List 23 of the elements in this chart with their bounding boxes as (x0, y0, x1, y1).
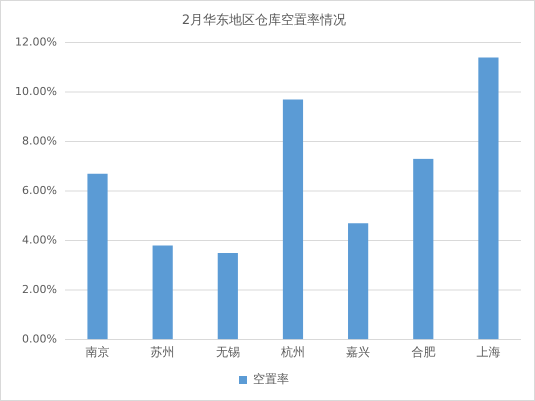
x-tick-label: 南京 (86, 344, 110, 359)
bar (348, 223, 368, 340)
bar (87, 174, 108, 340)
y-tick-label: 10.00% (14, 84, 57, 98)
bar (478, 57, 499, 340)
y-tick-label: 4.00% (22, 233, 57, 246)
x-tick-label: 合肥 (411, 344, 436, 359)
legend-label: 空置率 (253, 372, 289, 386)
x-tick-label: 杭州 (280, 344, 305, 359)
x-tick-label: 苏州 (150, 344, 175, 359)
y-tick-label: 8.00% (22, 134, 57, 148)
bar (152, 246, 173, 340)
x-tick-label: 无锡 (216, 344, 240, 359)
x-tick-label: 嘉兴 (346, 344, 370, 359)
chart-title: 2月华东地区仓库空置率情况 (182, 12, 346, 28)
x-tick-label: 上海 (476, 344, 500, 359)
y-tick-label: 2.00% (22, 282, 57, 296)
bar (282, 100, 304, 340)
y-tick-label: 6.00% (22, 184, 57, 197)
bar (218, 252, 238, 340)
y-tick-label: 0.00% (22, 332, 57, 346)
bar (413, 158, 434, 340)
y-tick-label: 12.00% (14, 35, 57, 48)
